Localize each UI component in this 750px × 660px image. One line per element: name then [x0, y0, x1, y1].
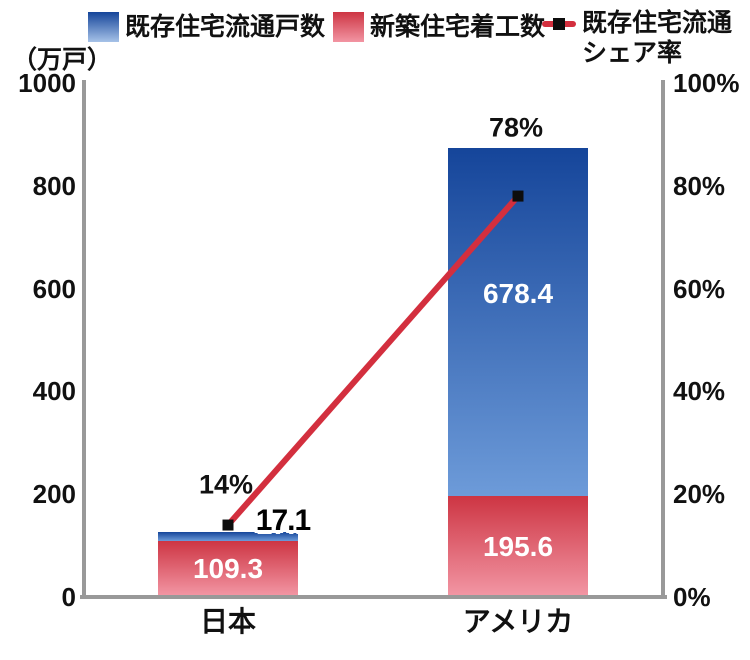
left-axis-tick-label: 600	[32, 273, 76, 304]
red-line-marker-icon	[542, 8, 576, 38]
left-axis-tick-label: 400	[32, 376, 76, 407]
right-axis-tick-label: 80%	[673, 170, 726, 201]
legend-item-new-housing-starts: 新築住宅着工数	[333, 12, 545, 42]
left-axis-line	[82, 80, 86, 599]
red-gradient-swatch-icon	[333, 12, 364, 42]
category-label: アメリカ	[462, 606, 574, 637]
bar-segment-existing-home	[448, 147, 588, 497]
left-axis-tick-label: 1000	[18, 68, 76, 98]
bar-value-label-blue: 678.4	[482, 278, 554, 310]
left-axis-tick-label: 200	[32, 479, 76, 510]
legend-item-existing-home-share: 既存住宅流通 シェア率	[542, 8, 732, 68]
right-axis-tick-label: 100%	[673, 68, 740, 98]
legend-label: 新築住宅着工数	[370, 13, 546, 41]
category-label: 日本	[199, 606, 257, 637]
bottom-axis-line	[80, 595, 667, 599]
left-axis-unit-label: （万戸）	[12, 46, 113, 74]
left-axis-tick-label: 800	[32, 170, 76, 201]
blue-gradient-swatch-icon	[88, 12, 119, 42]
right-axis-tick-label: 0%	[673, 582, 711, 612]
share-rate-percent-label: 78%	[488, 112, 544, 143]
share-rate-percent-label: 14%	[198, 469, 254, 500]
right-axis-tick-label: 60%	[673, 273, 726, 304]
share-rate-marker	[222, 519, 234, 531]
legend-item-existing-home-sales: 既存住宅流通戸数	[88, 12, 325, 42]
bar-segment-new-housing	[158, 540, 298, 595]
bar-value-label-red: 195.6	[482, 530, 554, 562]
right-axis-tick-label: 40%	[673, 376, 726, 407]
legend-label: 既存住宅流通戸数	[125, 13, 326, 41]
bar-value-label-blue-outside: 17.1	[255, 504, 311, 538]
left-axis-tick-label: 0	[61, 582, 76, 612]
bar-segment-existing-home	[158, 532, 298, 541]
bar-value-label-red: 109.3	[192, 552, 264, 584]
right-axis-tick-label: 20%	[673, 479, 726, 510]
right-axis-line	[661, 80, 665, 599]
legend-label: 既存住宅流通 シェア率	[582, 9, 733, 67]
